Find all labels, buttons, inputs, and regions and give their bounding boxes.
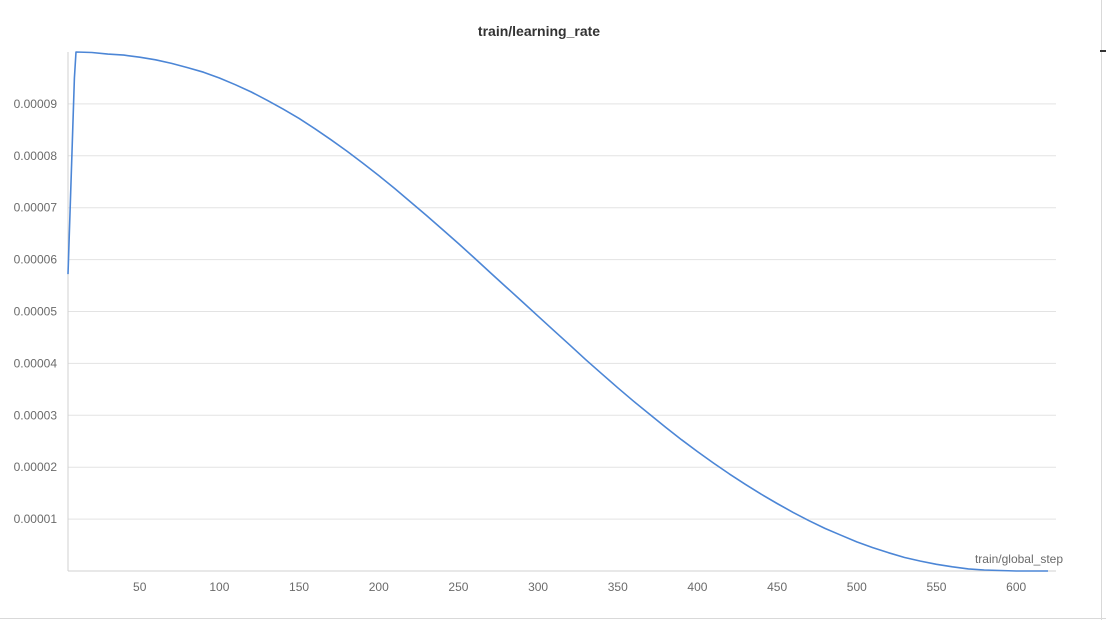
y-tick-label: 0.00006: [14, 253, 58, 267]
x-tick-label: 500: [847, 580, 867, 594]
y-tick-label: 0.00005: [14, 305, 58, 319]
y-tick-labels: 0.00001 0.00002 0.00003 0.00004 0.00005 0.000…: [14, 97, 58, 526]
x-axis-label: train/global_step: [975, 552, 1063, 566]
x-tick-label: 550: [926, 580, 946, 594]
y-tick-label: 0.00007: [14, 201, 58, 215]
x-tick-label: 50: [133, 580, 147, 594]
grid-lines: [68, 103, 1056, 520]
y-tick-label: 0.00002: [14, 460, 58, 474]
axes: [67, 52, 1056, 572]
y-tick-label: 0.00004: [14, 356, 58, 370]
x-tick-label: 200: [369, 580, 389, 594]
x-tick-label: 600: [1006, 580, 1026, 594]
y-tick-label: 0.00009: [14, 97, 58, 111]
x-tick-label: 450: [767, 580, 787, 594]
resize-handle[interactable]: [1100, 50, 1106, 52]
panel-right-border: [1101, 0, 1102, 620]
x-tick-label: 100: [209, 580, 229, 594]
y-tick-label: 0.00003: [14, 408, 58, 422]
x-tick-label: 350: [608, 580, 628, 594]
panel-bottom-border: [0, 618, 1106, 619]
y-tick-label: 0.00001: [14, 512, 58, 526]
y-tick-label: 0.00008: [14, 149, 58, 163]
series-group: [67, 51, 1048, 572]
x-tick-label: 250: [448, 580, 468, 594]
chart-title: train/learning_rate: [478, 23, 600, 39]
series-line-0[interactable]: [67, 51, 1048, 572]
x-tick-label: 400: [687, 580, 707, 594]
x-tick-label: 150: [289, 580, 309, 594]
x-tick-label: 300: [528, 580, 548, 594]
x-tick-labels: 50 100 150 200 250 300 350 400 450 500 550 600: [133, 580, 1026, 594]
